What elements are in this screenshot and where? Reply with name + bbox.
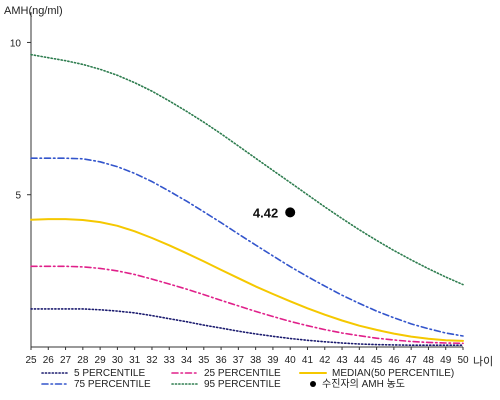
x-axis-label: 나이 [473, 355, 493, 368]
x-tick-label: 27 [60, 355, 72, 366]
x-tick-label: 32 [146, 355, 158, 366]
legend-label-median-50-percentile: MEDIAN(50 PERCENTILE) [332, 368, 454, 379]
legend-label-25-percentile: 25 PERCENTILE [204, 368, 281, 379]
legend-swatch-patient-point [310, 381, 316, 387]
x-tick-label: 36 [216, 355, 228, 366]
x-tick-label: 40 [285, 355, 297, 366]
patient-point-label: 4.42 [253, 205, 278, 220]
x-tick-label: 46 [388, 355, 400, 366]
legend-label-75-percentile: 75 PERCENTILE [74, 379, 151, 390]
patient-point [285, 207, 296, 218]
series-line-5-percentile [30, 308, 464, 346]
legend-label-5-percentile: 5 PERCENTILE [74, 368, 145, 379]
series-layer [30, 53, 464, 346]
x-tick-label: 35 [198, 355, 210, 366]
x-tick-label: 49 [440, 355, 452, 366]
series-line-median-50-percentile [30, 218, 464, 342]
x-tick-label: 34 [181, 355, 193, 366]
legend-label-95-percentile: 95 PERCENTILE [204, 379, 281, 390]
x-tick-label: 26 [43, 355, 55, 366]
x-tick-label: 29 [95, 355, 107, 366]
y-tick-label: 10 [10, 38, 22, 49]
patient-point-layer: 4.42 [253, 205, 296, 220]
y-axis-label: AMH(ng/ml) [4, 5, 63, 17]
x-tick-label: 50 [457, 355, 469, 366]
x-tick-label: 41 [302, 355, 314, 366]
x-tick-label: 43 [336, 355, 348, 366]
x-tick-label: 28 [77, 355, 89, 366]
x-tick-label: 31 [129, 355, 141, 366]
axes: 5 10 25 26 27 28 29 30 31 32 33 34 35 36 37 38 39 40 41 42 4… [4, 5, 493, 368]
x-tick-label: 25 [25, 355, 37, 366]
x-tick-label: 38 [250, 355, 262, 366]
series-line-95-percentile [30, 53, 464, 286]
x-tick-label: 44 [354, 355, 366, 366]
x-tick-label: 30 [112, 355, 124, 366]
x-tick-label: 48 [423, 355, 435, 366]
legend-label-patient-point: 수진자의 AMH 농도 [322, 378, 405, 390]
x-tick-label: 33 [164, 355, 176, 366]
x-tick-label: 47 [406, 355, 418, 366]
series-line-75-percentile [30, 157, 464, 337]
x-tick-label: 37 [233, 355, 245, 366]
y-tick-label: 5 [15, 191, 21, 202]
x-tick-label: 42 [319, 355, 331, 366]
series-line-25-percentile [30, 265, 464, 345]
x-tick-label: 45 [371, 355, 383, 366]
x-tick-label: 39 [267, 355, 279, 366]
legend: 5 PERCENTILE 25 PERCENTILE MEDIAN(50 PERCE… [41, 368, 454, 390]
